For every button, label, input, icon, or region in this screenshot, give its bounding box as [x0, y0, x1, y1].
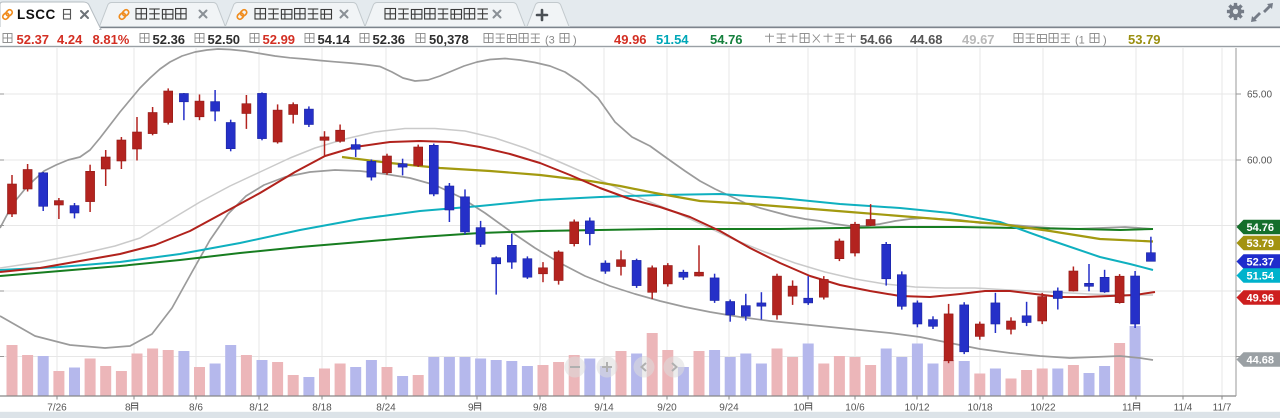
- svg-text:(3: (3: [545, 35, 555, 47]
- svg-text:11/7: 11/7: [1213, 403, 1232, 414]
- svg-text:10/12: 10/12: [904, 403, 929, 414]
- svg-text:44.68: 44.68: [1247, 354, 1275, 366]
- svg-text:): ): [573, 35, 577, 47]
- svg-text:49.96: 49.96: [1247, 292, 1275, 304]
- svg-text:LSCC: LSCC: [17, 7, 56, 22]
- svg-text:9/20: 9/20: [657, 403, 677, 414]
- svg-text:60.00: 60.00: [1247, 156, 1272, 167]
- svg-text:11: 11: [1122, 403, 1133, 414]
- svg-text:52.99: 52.99: [263, 32, 296, 47]
- svg-text:52.36: 52.36: [153, 32, 186, 47]
- svg-text:54.76: 54.76: [1247, 222, 1275, 234]
- svg-text:54.14: 54.14: [318, 32, 351, 47]
- svg-text:8: 8: [125, 403, 131, 414]
- svg-text:10/22: 10/22: [1030, 403, 1055, 414]
- svg-text:53.79: 53.79: [1128, 32, 1161, 47]
- svg-text:8/6: 8/6: [189, 403, 203, 414]
- svg-text:9/24: 9/24: [719, 403, 739, 414]
- svg-text:10/6: 10/6: [845, 403, 865, 414]
- svg-text:): ): [1103, 35, 1107, 47]
- svg-text:7/26: 7/26: [47, 403, 67, 414]
- svg-text:52.37: 52.37: [1247, 256, 1275, 268]
- svg-text:10/18: 10/18: [967, 403, 992, 414]
- svg-text:51.54: 51.54: [656, 32, 689, 47]
- svg-text:4.24: 4.24: [57, 32, 83, 47]
- svg-text:52.37: 52.37: [17, 32, 50, 47]
- svg-text:11/4: 11/4: [1174, 403, 1193, 414]
- svg-text:8/24: 8/24: [376, 403, 396, 414]
- svg-text:49.96: 49.96: [614, 32, 647, 47]
- svg-text:49.67: 49.67: [962, 32, 995, 47]
- svg-text:54.66: 54.66: [860, 32, 893, 47]
- svg-text:50,378: 50,378: [429, 32, 469, 47]
- svg-text:51.54: 51.54: [1247, 270, 1275, 282]
- svg-text:(1: (1: [1075, 35, 1085, 47]
- svg-text:9: 9: [468, 403, 474, 414]
- svg-text:65.00: 65.00: [1247, 90, 1272, 101]
- svg-text:10: 10: [793, 403, 805, 414]
- svg-text:54.76: 54.76: [710, 32, 743, 47]
- svg-text:44.68: 44.68: [910, 32, 943, 47]
- svg-text:52.50: 52.50: [208, 32, 241, 47]
- svg-text:8/18: 8/18: [312, 403, 332, 414]
- svg-text:9/8: 9/8: [533, 403, 547, 414]
- svg-text:52.36: 52.36: [373, 32, 406, 47]
- svg-text:9/14: 9/14: [594, 403, 614, 414]
- svg-text:8/12: 8/12: [249, 403, 269, 414]
- svg-text:8.81%: 8.81%: [93, 32, 130, 47]
- svg-text:53.79: 53.79: [1247, 238, 1275, 250]
